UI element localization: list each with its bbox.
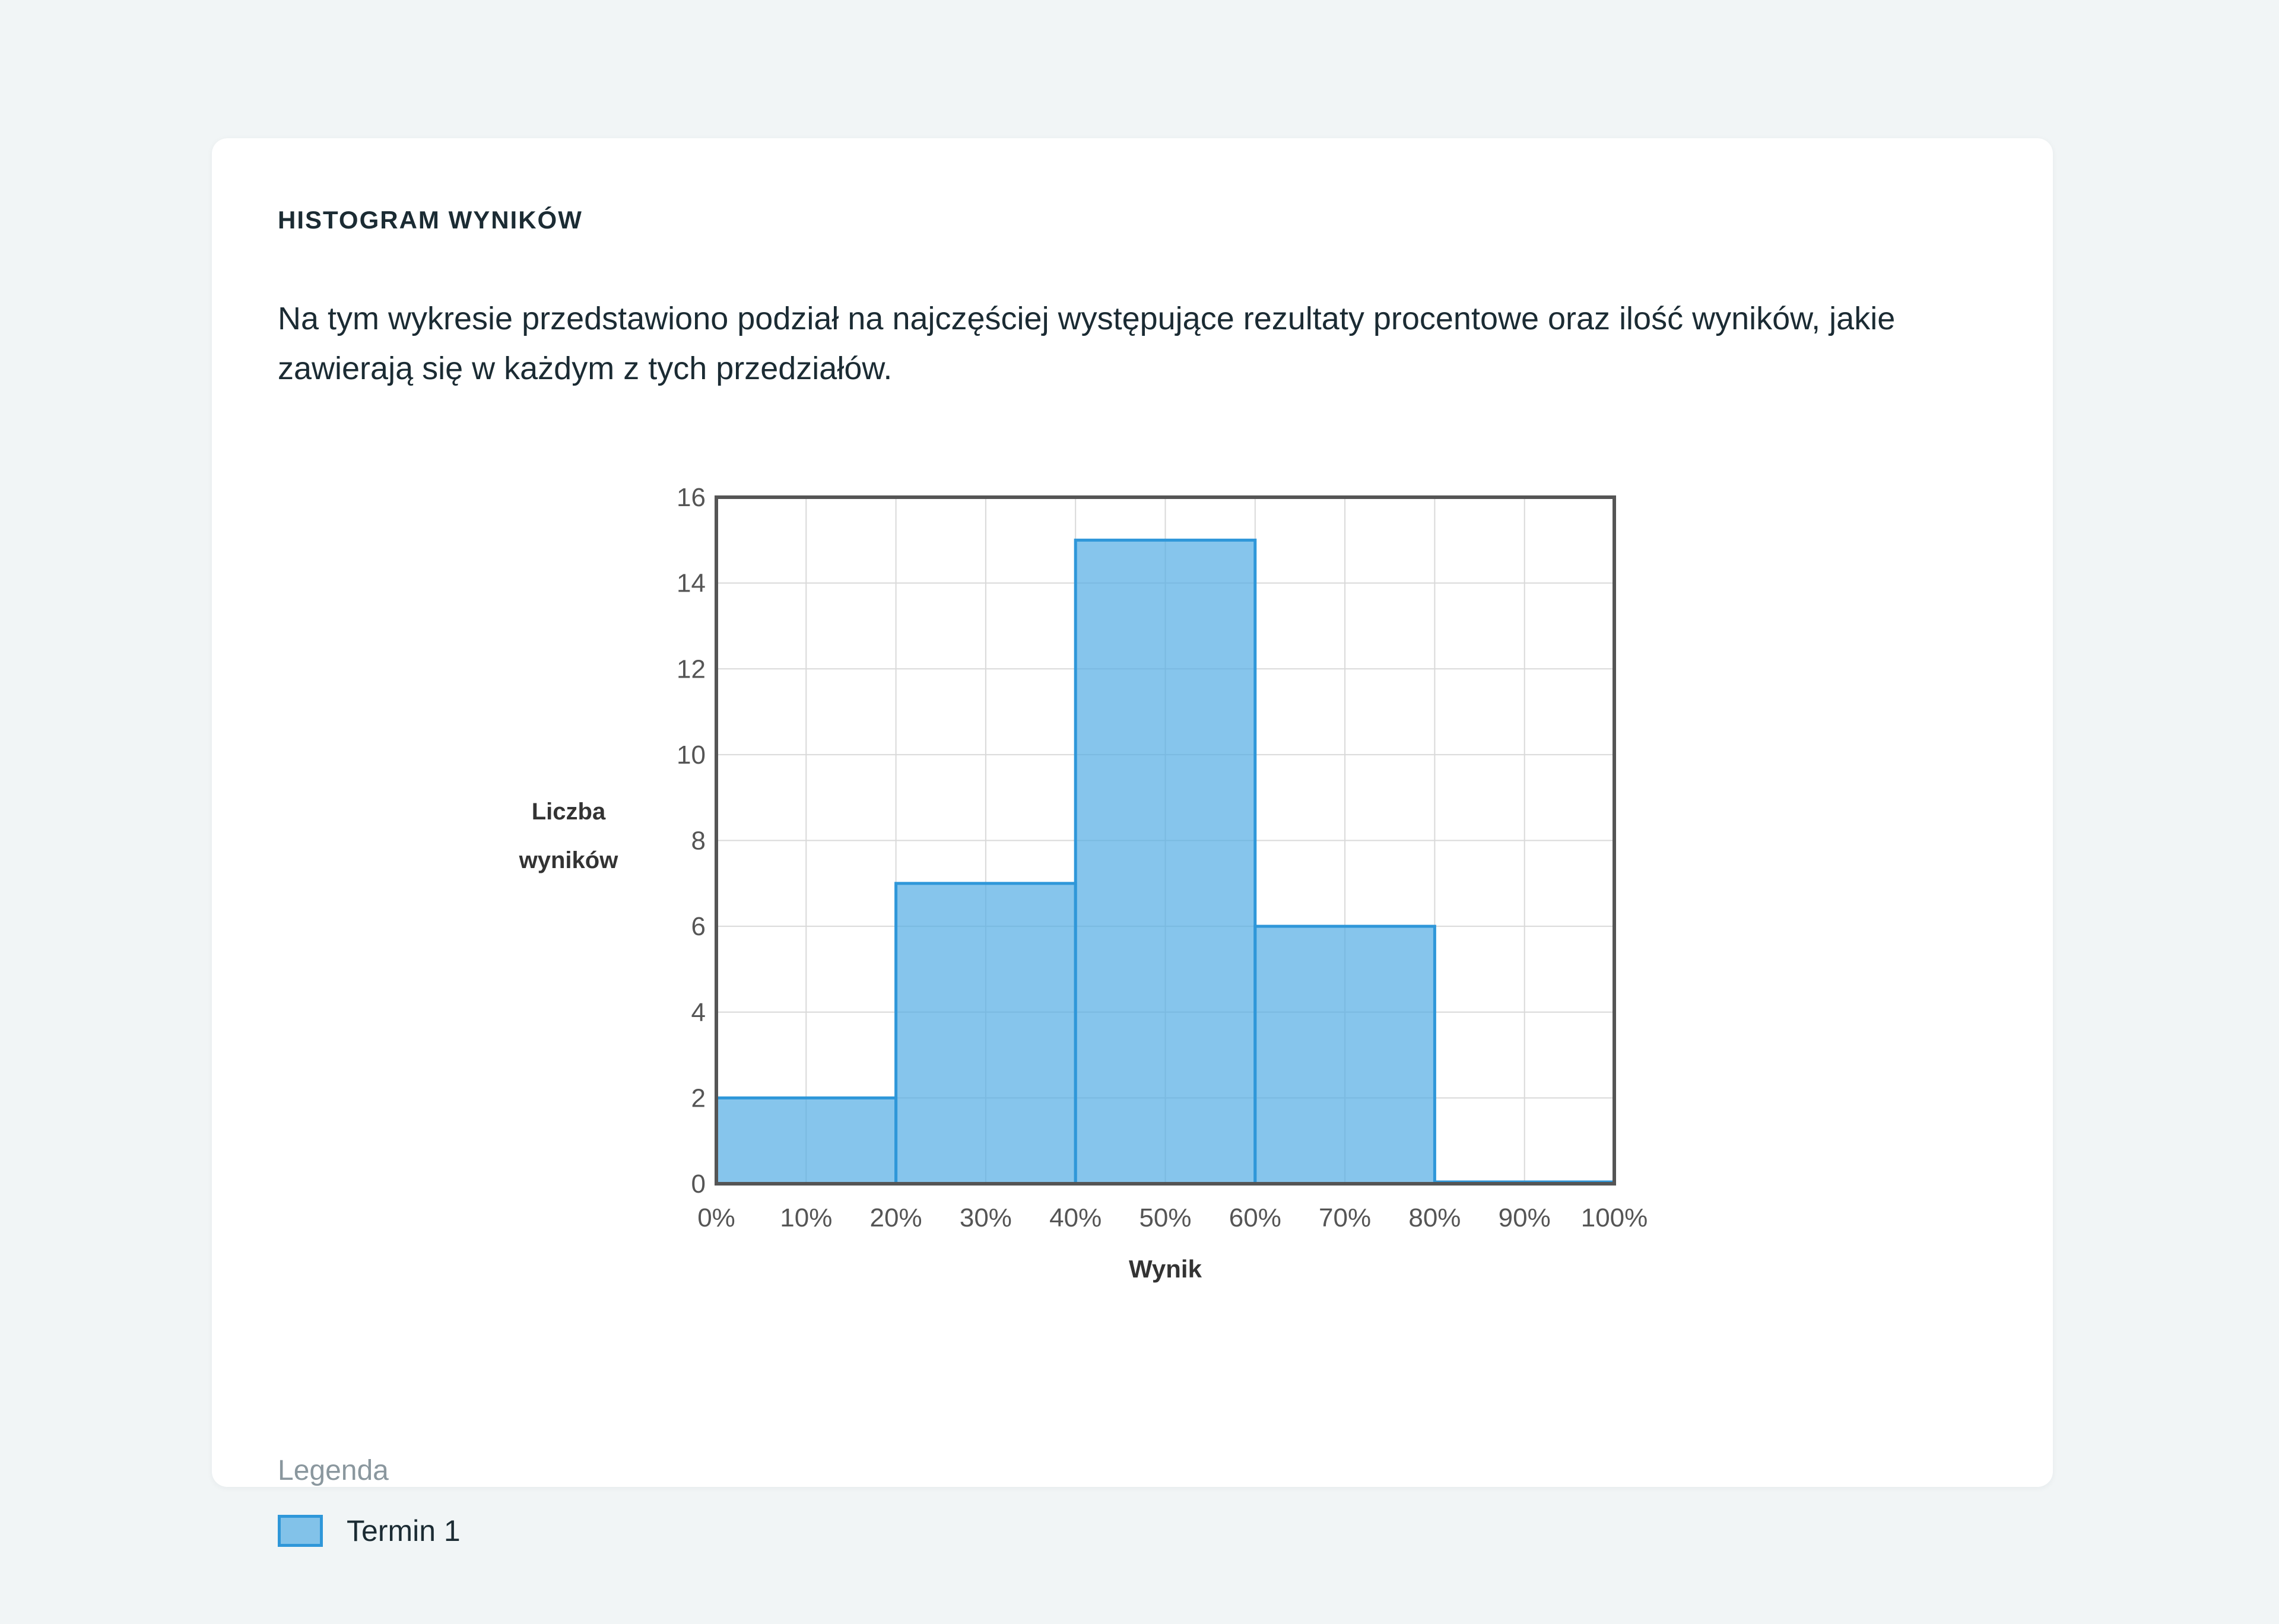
x-tick-label: 30% — [960, 1203, 1012, 1232]
x-tick-label: 20% — [870, 1203, 922, 1232]
x-tick-label: 10% — [780, 1203, 832, 1232]
y-axis-label-line: wyników — [519, 847, 619, 873]
legend-title: Legenda — [278, 1455, 389, 1486]
x-tick-label: 100% — [1581, 1203, 1648, 1232]
x-tick-label: 40% — [1049, 1203, 1102, 1232]
x-axis-ticks: 0% 10% 20% 30% 40% 50% 60% 70% 80% 90% 100% — [697, 1203, 1648, 1232]
y-tick-label: 4 — [691, 998, 706, 1027]
histogram-bar — [1253, 924, 1436, 1186]
y-axis-label: Liczba wyników — [519, 799, 619, 873]
card-description: Na tym wykresie przedstawiono podział na… — [278, 301, 1896, 386]
y-tick-label: 12 — [677, 654, 706, 684]
x-tick-label: 60% — [1229, 1203, 1281, 1232]
x-tick-label: 70% — [1319, 1203, 1371, 1232]
histogram-bar — [715, 1096, 898, 1186]
y-axis-label-line: Liczba — [532, 799, 606, 825]
x-tick-label: 90% — [1499, 1203, 1551, 1232]
x-tick-label: 80% — [1408, 1203, 1461, 1232]
histogram-bar — [894, 882, 1077, 1186]
y-tick-label: 2 — [691, 1083, 706, 1113]
y-tick-label: 16 — [677, 483, 706, 512]
y-axis-ticks: 0 2 4 6 8 10 12 14 16 — [677, 483, 706, 1199]
y-tick-label: 8 — [691, 827, 706, 856]
legend-label: Termin 1 — [347, 1514, 461, 1547]
x-tick-label: 0% — [697, 1203, 735, 1232]
legend-swatch — [278, 1515, 323, 1547]
histogram-chart: 0 2 4 6 8 10 12 14 16 0% 10% 20% 30% 40% 50% 60% 70% 80%… — [519, 483, 1648, 1283]
y-tick-label: 14 — [677, 569, 706, 598]
y-tick-label: 6 — [691, 912, 706, 941]
y-tick-label: 10 — [677, 741, 706, 770]
plot-frame — [715, 495, 1616, 1186]
card-title: HISTOGRAM WYNIKÓW — [278, 206, 583, 234]
x-axis-label: Wynik — [1129, 1255, 1202, 1283]
histogram-bar — [1074, 538, 1257, 1186]
legend-item-termin-1: Termin 1 — [278, 1514, 461, 1548]
histogram-card: HISTOGRAM WYNIKÓW Na tym wykresie przeds… — [212, 138, 2053, 1547]
y-tick-label: 0 — [691, 1169, 706, 1199]
x-tick-label: 50% — [1139, 1203, 1191, 1232]
chart-bars — [715, 538, 1616, 1186]
